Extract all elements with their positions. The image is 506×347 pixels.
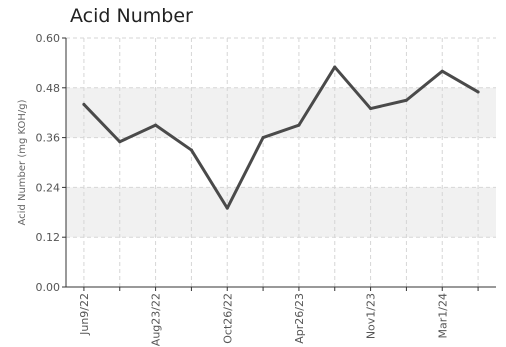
y-axis-title: Acid Number (mg KOH/g) [17, 99, 28, 225]
x-tick-label: Mar1/24 [436, 293, 449, 338]
data-point [369, 107, 373, 111]
x-tick-label: Oct26/22 [221, 293, 234, 344]
data-point [189, 148, 193, 152]
chart-title: Acid Number [70, 5, 193, 27]
data-point [333, 65, 337, 69]
y-tick-label: 0.12 [36, 231, 61, 244]
x-tick-label: Jun9/22 [78, 293, 91, 336]
series-line [82, 65, 480, 210]
data-point [118, 140, 122, 144]
grid-band [66, 187, 496, 238]
data-point [225, 206, 229, 210]
data-point [154, 123, 158, 127]
y-tick-label: 0.00 [36, 281, 61, 294]
data-point [440, 69, 444, 73]
y-tick-label: 0.24 [36, 181, 61, 194]
y-tick-label: 0.60 [36, 32, 61, 45]
data-point [476, 90, 480, 94]
data-point [261, 136, 265, 140]
y-tick-label: 0.48 [36, 82, 61, 95]
x-tick-label: Aug23/22 [150, 293, 163, 346]
data-point [404, 98, 408, 102]
x-tick-label: Apr26/23 [293, 293, 306, 344]
data-point [82, 102, 86, 106]
grid-band [66, 87, 496, 138]
data-point [297, 123, 301, 127]
x-tick-label: Nov1/23 [365, 293, 378, 339]
y-tick-label: 0.36 [36, 132, 61, 145]
